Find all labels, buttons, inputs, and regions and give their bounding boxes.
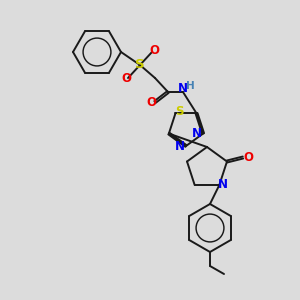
Text: H: H [186, 81, 194, 91]
Text: O: O [121, 73, 131, 85]
Text: N: N [178, 82, 188, 95]
Text: S: S [135, 58, 145, 71]
Text: S: S [175, 105, 184, 118]
Text: O: O [149, 44, 159, 58]
Text: O: O [146, 95, 156, 109]
Text: N: N [218, 178, 228, 191]
Text: N: N [175, 140, 185, 152]
Text: O: O [243, 151, 253, 164]
Text: N: N [192, 127, 202, 140]
